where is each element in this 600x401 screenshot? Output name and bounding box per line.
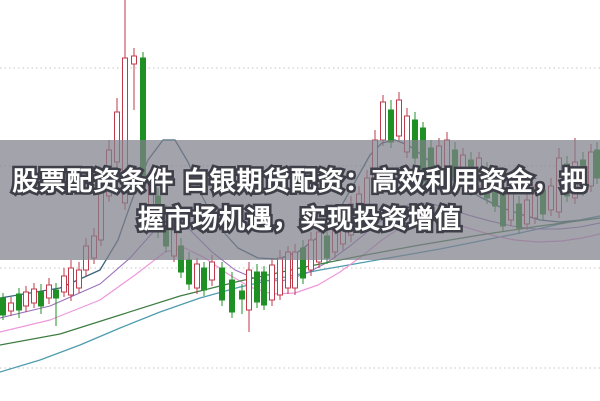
caption-band: 股票配资条件 白银期货配资：高效利用资金，把 握市场机遇，实现投资增值 (0, 140, 600, 260)
caption-line-1: 股票配资条件 白银期货配资：高效利用资金，把 (10, 164, 589, 199)
caption-line-2: 握市场机遇，实现投资增值 (135, 202, 463, 237)
